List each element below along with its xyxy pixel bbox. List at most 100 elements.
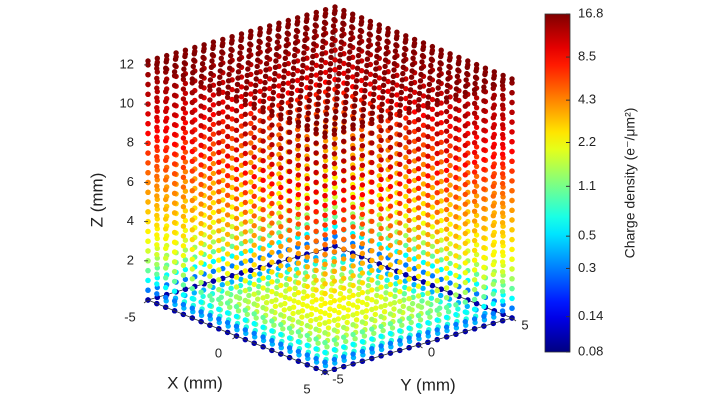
point	[313, 277, 319, 283]
point	[473, 173, 480, 179]
point	[378, 206, 384, 212]
point	[453, 194, 459, 200]
point	[198, 269, 204, 276]
point	[437, 66, 443, 72]
point	[255, 57, 261, 63]
point	[198, 230, 204, 237]
point	[225, 84, 231, 90]
point	[436, 72, 442, 79]
point	[509, 305, 515, 311]
point	[462, 279, 468, 286]
point	[198, 211, 204, 217]
point	[269, 191, 275, 197]
point	[389, 86, 396, 92]
point	[284, 36, 290, 43]
point	[278, 233, 284, 240]
point	[397, 142, 403, 148]
point	[260, 148, 266, 154]
point	[269, 112, 275, 119]
point	[387, 174, 394, 180]
point	[359, 299, 366, 306]
point	[443, 128, 450, 134]
point	[425, 173, 431, 179]
point	[227, 65, 233, 71]
point	[278, 321, 284, 328]
point	[420, 142, 427, 148]
point	[341, 256, 347, 262]
point	[295, 241, 302, 247]
point	[364, 56, 371, 62]
point	[481, 88, 487, 94]
point	[299, 314, 305, 320]
point	[392, 287, 399, 293]
point	[233, 157, 240, 163]
point	[391, 306, 397, 312]
point	[313, 306, 319, 313]
point	[417, 84, 423, 90]
point	[473, 193, 480, 199]
point	[182, 208, 189, 214]
point	[415, 312, 422, 319]
point	[406, 227, 412, 233]
point	[499, 92, 506, 99]
point	[233, 215, 240, 222]
point	[350, 312, 356, 318]
point	[295, 270, 302, 276]
point	[224, 222, 231, 228]
point	[242, 209, 248, 215]
point	[180, 72, 187, 79]
point	[397, 328, 403, 334]
point	[481, 78, 488, 84]
point	[276, 83, 282, 89]
point	[359, 309, 366, 315]
point	[406, 247, 412, 253]
point	[471, 237, 478, 244]
point	[455, 61, 462, 67]
point	[207, 253, 213, 260]
point	[257, 88, 263, 95]
point	[332, 67, 338, 73]
point	[224, 290, 231, 296]
point	[434, 307, 440, 313]
point	[344, 80, 350, 87]
point	[322, 339, 328, 346]
point	[207, 195, 213, 201]
point	[338, 45, 344, 52]
point	[420, 279, 427, 285]
point	[163, 157, 169, 163]
point	[313, 199, 319, 205]
y-axis-label: Y (mm)	[400, 375, 455, 394]
point	[327, 306, 333, 312]
point	[302, 31, 309, 37]
point	[238, 276, 244, 282]
point	[251, 330, 257, 337]
point	[242, 258, 248, 264]
point	[224, 270, 231, 277]
point	[420, 191, 427, 197]
point	[443, 285, 450, 291]
point	[387, 203, 394, 209]
point	[248, 257, 254, 264]
point	[233, 303, 240, 310]
point	[429, 253, 436, 259]
point	[499, 269, 506, 275]
point	[229, 204, 235, 210]
point	[323, 111, 330, 117]
point	[229, 34, 235, 40]
point	[453, 135, 459, 141]
point	[210, 249, 217, 255]
point	[434, 327, 440, 333]
point	[171, 69, 178, 75]
point	[300, 56, 307, 62]
point	[453, 233, 459, 239]
point	[397, 220, 403, 226]
point	[369, 140, 375, 146]
x-tick-label: 5	[303, 381, 310, 396]
point	[410, 49, 417, 55]
point	[378, 176, 384, 183]
point	[251, 193, 257, 199]
point	[481, 196, 487, 202]
point	[350, 184, 356, 191]
point	[462, 132, 468, 139]
point	[316, 88, 322, 95]
